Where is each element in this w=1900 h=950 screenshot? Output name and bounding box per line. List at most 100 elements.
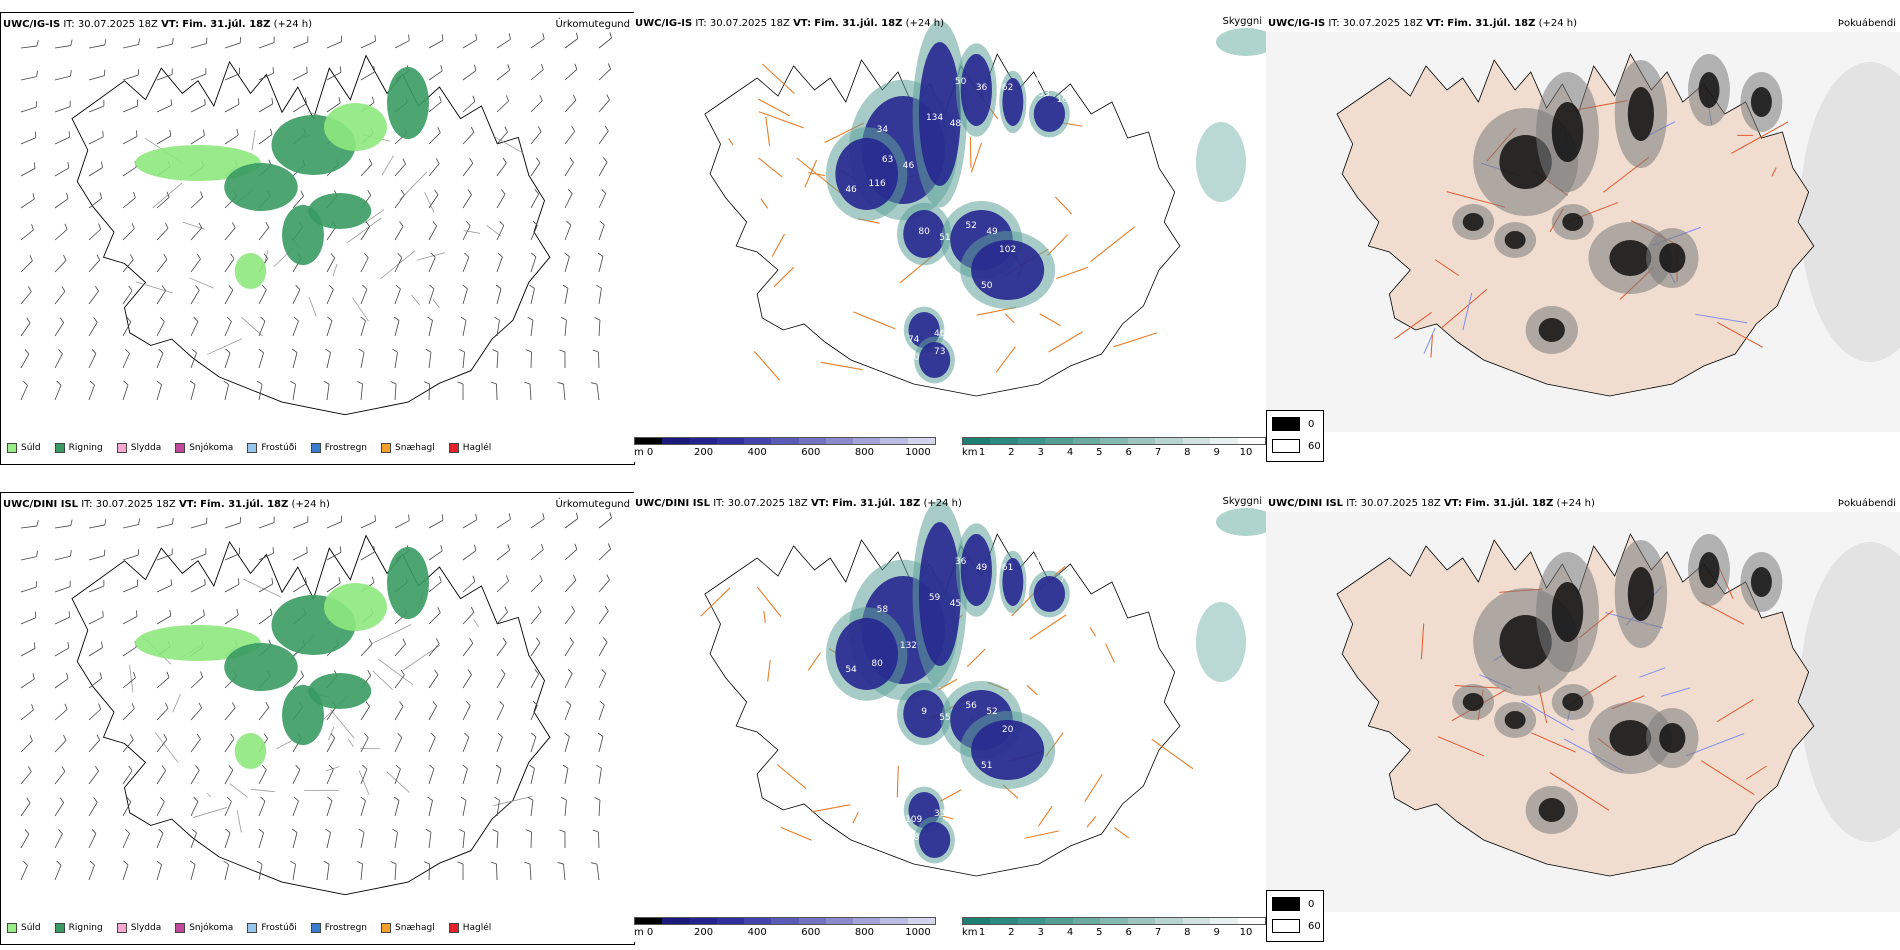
wind-barb xyxy=(496,352,499,369)
wind-barb-flag xyxy=(360,316,366,321)
wind-barb-flag xyxy=(270,608,273,615)
wind-barb-flag xyxy=(131,703,135,709)
ceiling-label: 51 xyxy=(981,761,992,771)
wind-barb xyxy=(156,801,165,817)
wind-barb xyxy=(496,705,505,721)
wind-barb xyxy=(190,104,206,113)
wind-barb-flag xyxy=(256,860,263,865)
legend-label: Rigning xyxy=(68,923,103,933)
wind-barb xyxy=(530,736,537,753)
wind-barb xyxy=(20,648,36,657)
wind-barb-flag xyxy=(260,796,266,802)
map-layer xyxy=(20,512,612,896)
wind-barb-flag xyxy=(527,796,534,801)
wind-barb-flag xyxy=(536,157,541,163)
wind-barb-flag xyxy=(325,348,331,353)
legend-item: Súld xyxy=(7,923,41,933)
wind-barb-flag xyxy=(562,764,569,769)
wind-barb-flag xyxy=(607,543,611,550)
wind-barb xyxy=(462,674,472,689)
wind-barb xyxy=(88,228,102,241)
wind-barb xyxy=(122,708,135,721)
wind-barb xyxy=(360,800,366,817)
wind-barb xyxy=(496,194,506,209)
panel-header: UWC/DINI ISL IT: 30.07.2025 18Z VT: Fim.… xyxy=(635,498,962,509)
road-line xyxy=(416,252,446,261)
wind-barb xyxy=(88,555,105,561)
fog-core xyxy=(1462,693,1484,711)
road-line xyxy=(1434,259,1460,276)
fog-legend-label: 0 xyxy=(1308,898,1315,910)
wind-barb xyxy=(54,75,71,81)
wind-barb xyxy=(156,197,170,209)
wind-barb xyxy=(360,644,373,657)
wind-barb-flag xyxy=(191,828,197,834)
precip-type-legend: Súld Rigning Slydda Snjókoma Frostúði Frostre… xyxy=(7,443,505,453)
wind-barb xyxy=(156,833,164,849)
wind-barb-flag xyxy=(537,606,542,612)
wind-barb-flag xyxy=(133,672,136,678)
wind-barb xyxy=(598,224,605,241)
wind-barb xyxy=(360,257,369,273)
road-line xyxy=(172,693,181,713)
wind-barb xyxy=(190,553,207,561)
wind-barb xyxy=(224,227,236,241)
wind-barb xyxy=(530,705,538,721)
wind-barb-flag xyxy=(236,609,239,616)
ceiling-label: 109 xyxy=(905,815,922,825)
wind-barb-flag xyxy=(497,252,503,258)
wind-barb xyxy=(156,321,165,337)
road-line xyxy=(761,63,795,94)
wind-barb-flag xyxy=(372,576,375,583)
wind-barb xyxy=(530,768,535,785)
wind-barb-flag xyxy=(363,733,369,739)
wind-barb-flag xyxy=(196,253,201,260)
fog-core xyxy=(1562,693,1584,711)
wind-barb-flag xyxy=(63,734,67,741)
wind-barb-flag xyxy=(270,128,273,135)
wind-barb xyxy=(462,800,467,817)
visibility-offshore xyxy=(1196,602,1246,682)
wind-barb xyxy=(530,162,541,177)
wind-barb-flag xyxy=(434,669,439,675)
wind-barb-flag xyxy=(24,829,30,835)
ceiling-label: 9 xyxy=(921,707,927,717)
wind-barb xyxy=(258,832,264,849)
wind-barb-flag xyxy=(594,797,601,801)
wind-barb-flag xyxy=(469,637,474,644)
wind-barb xyxy=(360,551,375,561)
ceiling-label: 42 xyxy=(1028,77,1039,87)
wind-barb-flag xyxy=(163,734,168,740)
wind-barb-flag xyxy=(397,252,403,258)
wind-barb-flag xyxy=(262,765,267,771)
legend-swatch xyxy=(381,443,392,453)
fog-core xyxy=(1659,723,1686,753)
wind-barb-flag xyxy=(263,253,268,259)
wind-barb xyxy=(598,579,610,593)
wind-barb xyxy=(360,288,368,305)
wind-barb xyxy=(54,678,69,689)
ceiling-area xyxy=(903,210,945,258)
wind-barb xyxy=(564,256,570,273)
fog-core xyxy=(1462,213,1484,231)
wind-barb xyxy=(530,225,538,241)
wind-barb xyxy=(292,320,299,337)
colorbar-bin xyxy=(853,918,881,924)
wind-barb-flag xyxy=(172,38,174,45)
wind-barb xyxy=(428,39,444,49)
ceiling-area xyxy=(1002,78,1024,126)
road-line xyxy=(207,792,211,798)
legend-label: Snæhagl xyxy=(395,443,435,453)
road-line xyxy=(1105,643,1115,663)
wind-barb-flag xyxy=(472,95,476,102)
wind-barb xyxy=(54,586,71,593)
colorbar-tick: 9 xyxy=(1213,927,1220,938)
wind-barb xyxy=(20,740,33,753)
fog-core xyxy=(1538,798,1565,822)
colorbar-tick: 400 xyxy=(747,447,767,458)
panel-title: Þokuábendi xyxy=(1837,498,1896,509)
fog-core xyxy=(1551,102,1584,162)
wind-barb-flag xyxy=(508,513,511,520)
road-line xyxy=(767,659,771,682)
wind-barb-flag xyxy=(494,796,500,801)
